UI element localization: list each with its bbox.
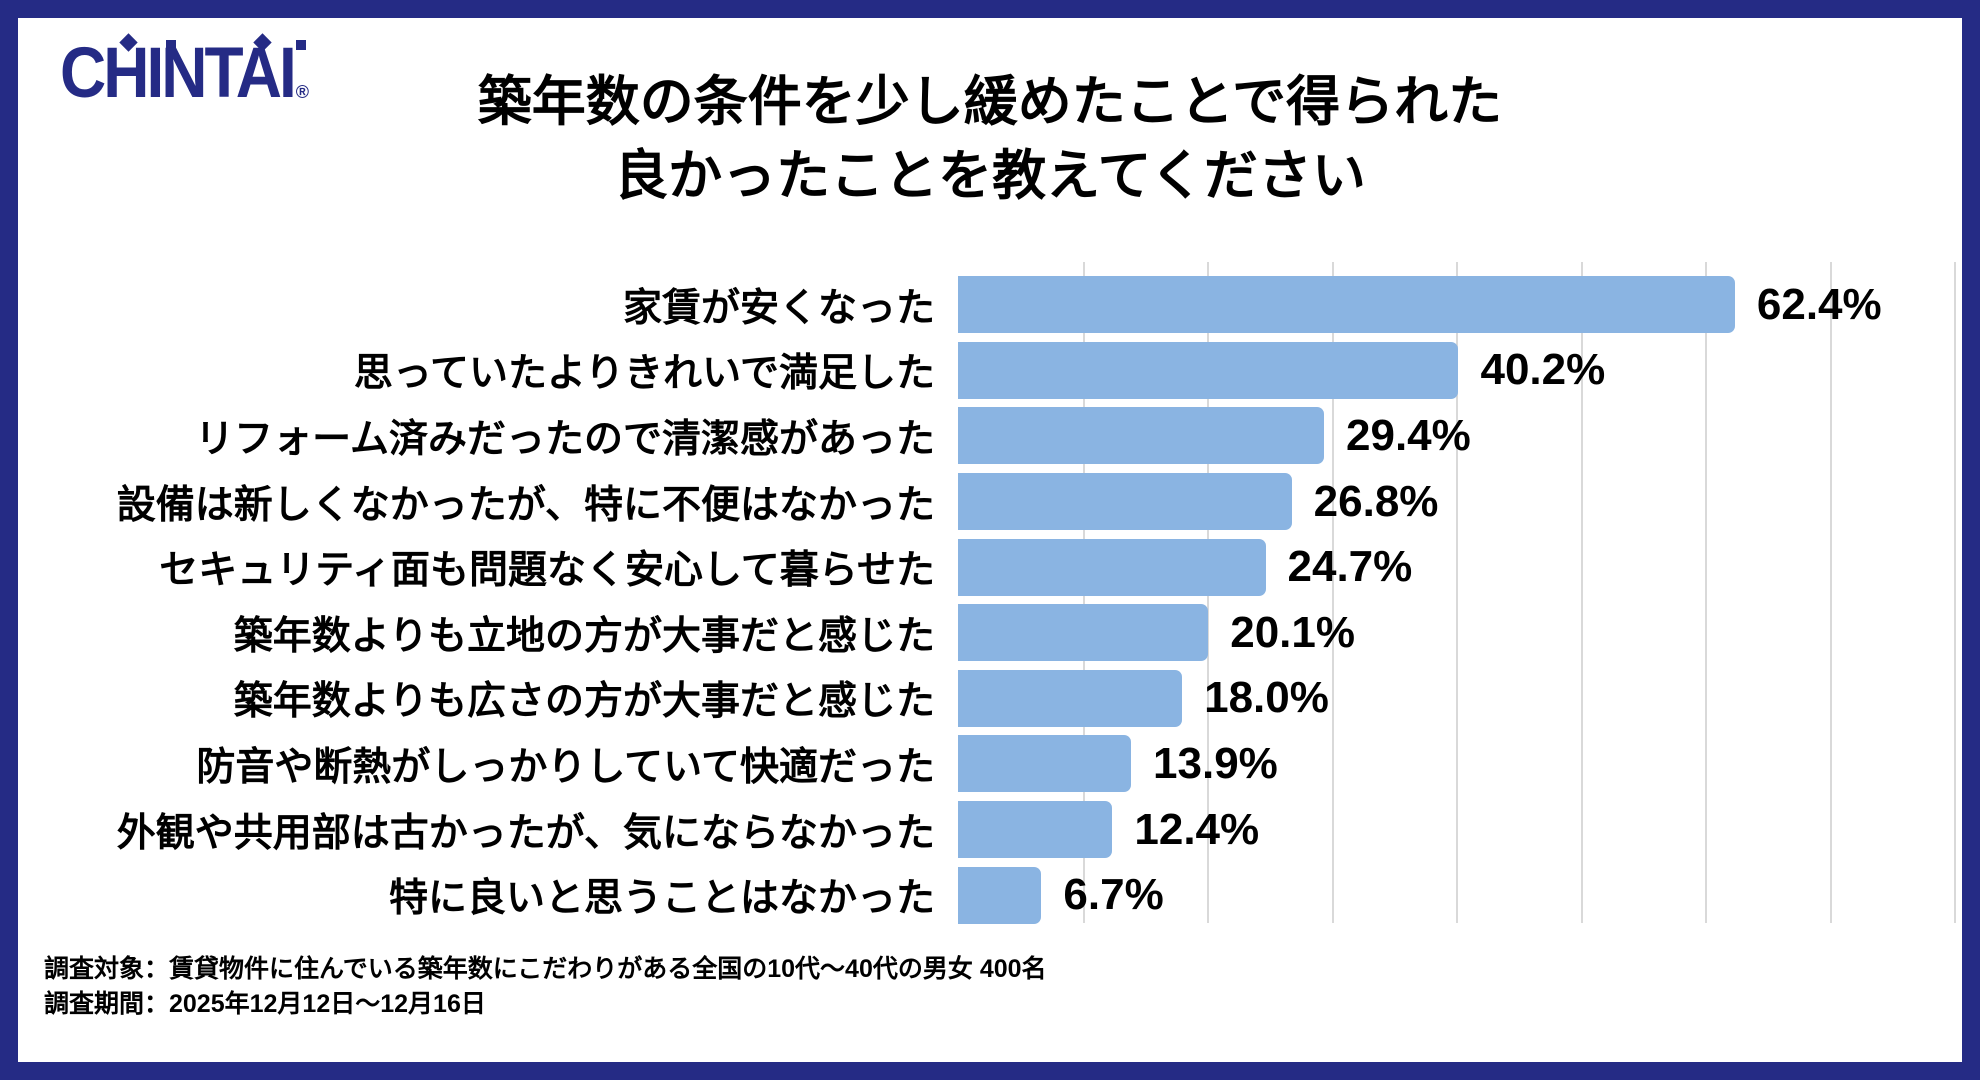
bar bbox=[958, 801, 1113, 859]
logo-square-accent bbox=[296, 40, 306, 50]
chart-row: 特に良いと思うことはなかった 6.7% bbox=[18, 862, 1954, 928]
bar bbox=[958, 669, 1183, 727]
bar bbox=[958, 604, 1209, 662]
bar-track: 12.4% bbox=[958, 801, 1954, 859]
category-label: 設備は新しくなかったが、特に不便はなかった bbox=[116, 483, 935, 527]
category-label: 築年数よりも広さの方が大事だと感じた bbox=[233, 680, 935, 724]
gridline bbox=[1456, 262, 1458, 923]
value-label: 24.7% bbox=[1287, 542, 1413, 592]
gridline bbox=[1580, 262, 1583, 923]
bar bbox=[958, 341, 1459, 399]
chart-row: 防音や断熱がしっかりしていて快適だった 13.9% bbox=[18, 731, 1954, 797]
value-label: 26.8% bbox=[1313, 476, 1439, 526]
chart-row: リフォーム済みだったので清潔感があった 29.4% bbox=[18, 403, 1954, 469]
category-label: 特に良いと思うことはなかった bbox=[388, 877, 935, 921]
chart-row: 築年数よりも広さの方が大事だと感じた 18.0% bbox=[18, 666, 1954, 732]
registered-trademark-symbol: ® bbox=[295, 82, 310, 102]
category-label: リフォーム済みだったので清潔感があった bbox=[195, 417, 935, 461]
bar-track: 24.7% bbox=[958, 538, 1954, 596]
value-label: 62.4% bbox=[1756, 279, 1882, 329]
bar bbox=[958, 538, 1266, 596]
gridline bbox=[1829, 262, 1832, 923]
survey-notes: 調査対象：賃貸物件に住んでいる築年数にこだわりがある全国の10代～40代の男女 … bbox=[44, 952, 1047, 1022]
bar bbox=[958, 276, 1735, 334]
category-label: 築年数よりも立地の方が大事だと感じた bbox=[233, 614, 935, 658]
value-label: 29.4% bbox=[1346, 410, 1471, 460]
bar-track: 26.8% bbox=[958, 473, 1954, 531]
chart-title: 築年数の条件を少し緩めたことで得られた 良かったことを教えてください bbox=[18, 66, 1962, 214]
gridline bbox=[1705, 262, 1707, 923]
chart-row: 家賃が安くなった 62.4% bbox=[18, 272, 1954, 338]
bar bbox=[958, 735, 1132, 793]
value-label: 40.2% bbox=[1480, 345, 1606, 395]
chart-row: 築年数よりも立地の方が大事だと感じた 20.1% bbox=[18, 600, 1954, 666]
value-label: 13.9% bbox=[1153, 738, 1278, 788]
logo-square-accent bbox=[166, 40, 176, 50]
category-label: セキュリティ面も問題なく安心して暮らせた bbox=[159, 549, 935, 593]
category-label: 外観や共用部は古かったが、気にならなかった bbox=[116, 811, 935, 855]
bar-chart: 家賃が安くなった 62.4% 思っていたよりきれいで満足した 40.2% リフォーム済み… bbox=[18, 272, 1954, 928]
bar-track: 6.7% bbox=[958, 866, 1954, 924]
gridline bbox=[1331, 262, 1334, 923]
chart-title-line2: 良かったことを教えてください bbox=[614, 145, 1366, 206]
value-label: 12.4% bbox=[1134, 804, 1260, 854]
chart-row: 思っていたよりきれいで満足した 40.2% bbox=[18, 338, 1954, 404]
logo-wordmark: CHINTAI bbox=[60, 31, 297, 113]
bar-track: 20.1% bbox=[958, 604, 1954, 662]
survey-target-note: 調査対象：賃貸物件に住んでいる築年数にこだわりがある全国の10代～40代の男女 … bbox=[44, 955, 1047, 983]
chart-row: セキュリティ面も問題なく安心して暮らせた 24.7% bbox=[18, 534, 1954, 600]
bar-track: 18.0% bbox=[958, 669, 1954, 727]
value-label: 18.0% bbox=[1204, 673, 1329, 723]
chart-row: 設備は新しくなかったが、特に不便はなかった 26.8% bbox=[18, 469, 1954, 535]
category-label: 家賃が安くなった bbox=[622, 286, 935, 330]
chart-row: 外観や共用部は古かったが、気にならなかった 12.4% bbox=[18, 797, 1954, 863]
bar-track: 62.4% bbox=[958, 276, 1954, 334]
value-label: 6.7% bbox=[1063, 870, 1164, 920]
category-label: 思っていたよりきれいで満足した bbox=[353, 352, 935, 396]
gridline bbox=[1954, 262, 1956, 923]
survey-period-note: 調査期間：2025年12月12日～12月16日 bbox=[44, 990, 486, 1018]
bar bbox=[958, 473, 1292, 531]
value-label: 20.1% bbox=[1230, 607, 1355, 657]
chart-title-line1: 築年数の条件を少し緩めたことで得られた bbox=[477, 72, 1503, 132]
bar-track: 40.2% bbox=[958, 341, 1954, 399]
bar-track: 29.4% bbox=[958, 407, 1954, 465]
bar-track: 13.9% bbox=[958, 735, 1954, 793]
bar bbox=[958, 407, 1325, 465]
chintai-logo: CHINTAI ® bbox=[60, 33, 310, 108]
category-label: 防音や断熱がしっかりしていて快適だった bbox=[196, 745, 935, 789]
bar bbox=[958, 866, 1042, 924]
